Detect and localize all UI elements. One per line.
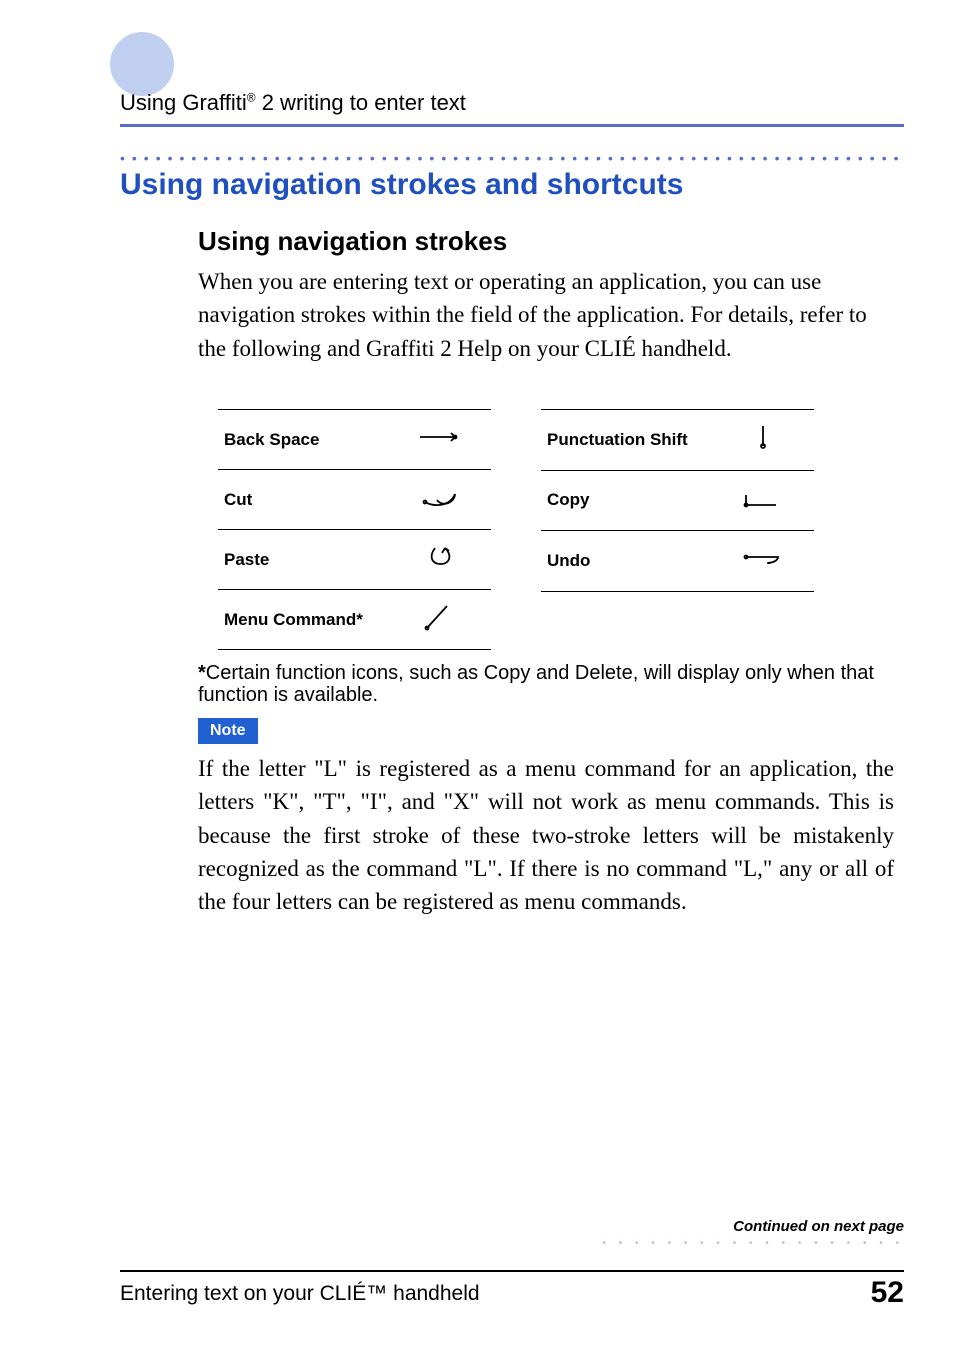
stroke-glyph-menucmd	[387, 590, 491, 650]
table-row: Copy	[541, 470, 814, 531]
header-bullet-decoration	[110, 32, 174, 96]
stroke-glyph-paste	[387, 530, 491, 590]
copy-icon	[745, 495, 777, 507]
table-row-empty	[541, 591, 814, 650]
paste-icon	[432, 548, 450, 564]
breadcrumb: Using Graffiti® 2 writing to enter text	[120, 90, 904, 127]
continued-label: Continued on next page	[733, 1218, 904, 1235]
stroke-glyph-copy	[710, 470, 814, 531]
note-text: If the letter "L" is registered as a men…	[198, 752, 894, 919]
table-row: Back Space	[218, 410, 491, 470]
stroke-label: Menu Command*	[218, 590, 387, 650]
table-row: Punctuation Shift	[541, 410, 814, 471]
stroke-label: Cut	[218, 470, 387, 530]
subsection-title: Using navigation strokes	[198, 226, 507, 257]
stroke-label: Undo	[541, 531, 710, 592]
breadcrumb-sup: ®	[247, 91, 256, 105]
stroke-label: Copy	[541, 470, 710, 531]
table-row: Menu Command*	[218, 590, 491, 650]
breadcrumb-prefix: Using Graffiti	[120, 90, 247, 115]
stroke-label: Paste	[218, 530, 387, 590]
stroke-glyph-punc	[710, 410, 814, 471]
breadcrumb-bar: Using Graffiti® 2 writing to enter text	[120, 90, 904, 127]
undo-icon	[745, 555, 779, 563]
footnote-text: Certain function icons, such as Copy and…	[198, 662, 874, 706]
footer-left-text: Entering text on your CLIÉ™ handheld	[120, 1282, 480, 1306]
stroke-glyph-backspace	[387, 410, 491, 470]
stroke-glyph-cut	[387, 470, 491, 530]
table-row: Undo	[541, 531, 814, 592]
continued-dots: • • • • • • • • • • • • • • • • • • •	[602, 1238, 904, 1249]
section-title: Using navigation strokes and shortcuts	[120, 168, 683, 202]
section-divider-dots: ••••••••••••••••••••••••••••••••••••••••…	[120, 150, 904, 166]
backspace-icon	[420, 433, 457, 441]
table-row: Cut	[218, 470, 491, 530]
stroke-glyph-undo	[710, 531, 814, 592]
page-number: 52	[871, 1276, 904, 1310]
strokes-tables: Back Space Cut Paste Menu Command* Pu	[218, 409, 814, 650]
punc-icon	[761, 426, 765, 448]
breadcrumb-suffix: 2 writing to enter text	[256, 90, 466, 115]
intro-paragraph: When you are entering text or operating …	[198, 265, 894, 365]
strokes-table-right: Punctuation Shift Copy Undo	[541, 409, 814, 650]
cut-icon	[424, 494, 456, 505]
strokes-table-left: Back Space Cut Paste Menu Command*	[218, 409, 491, 650]
note-badge: Note	[198, 718, 258, 744]
footer-rule	[120, 1270, 904, 1272]
stroke-label: Back Space	[218, 410, 387, 470]
stroke-label: Punctuation Shift	[541, 410, 710, 471]
footnote: *Certain function icons, such as Copy an…	[198, 662, 894, 706]
menucmd-icon	[426, 606, 448, 630]
footnote-asterisk: *	[198, 662, 206, 684]
table-row: Paste	[218, 530, 491, 590]
